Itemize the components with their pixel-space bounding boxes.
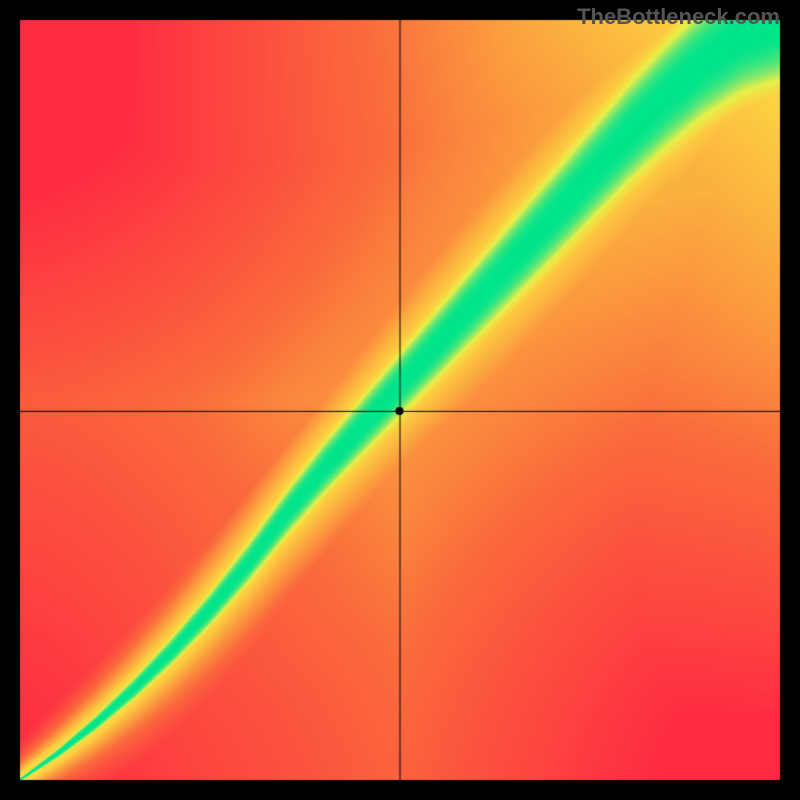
watermark-text: TheBottleneck.com xyxy=(577,4,780,30)
bottleneck-heatmap xyxy=(0,0,800,800)
